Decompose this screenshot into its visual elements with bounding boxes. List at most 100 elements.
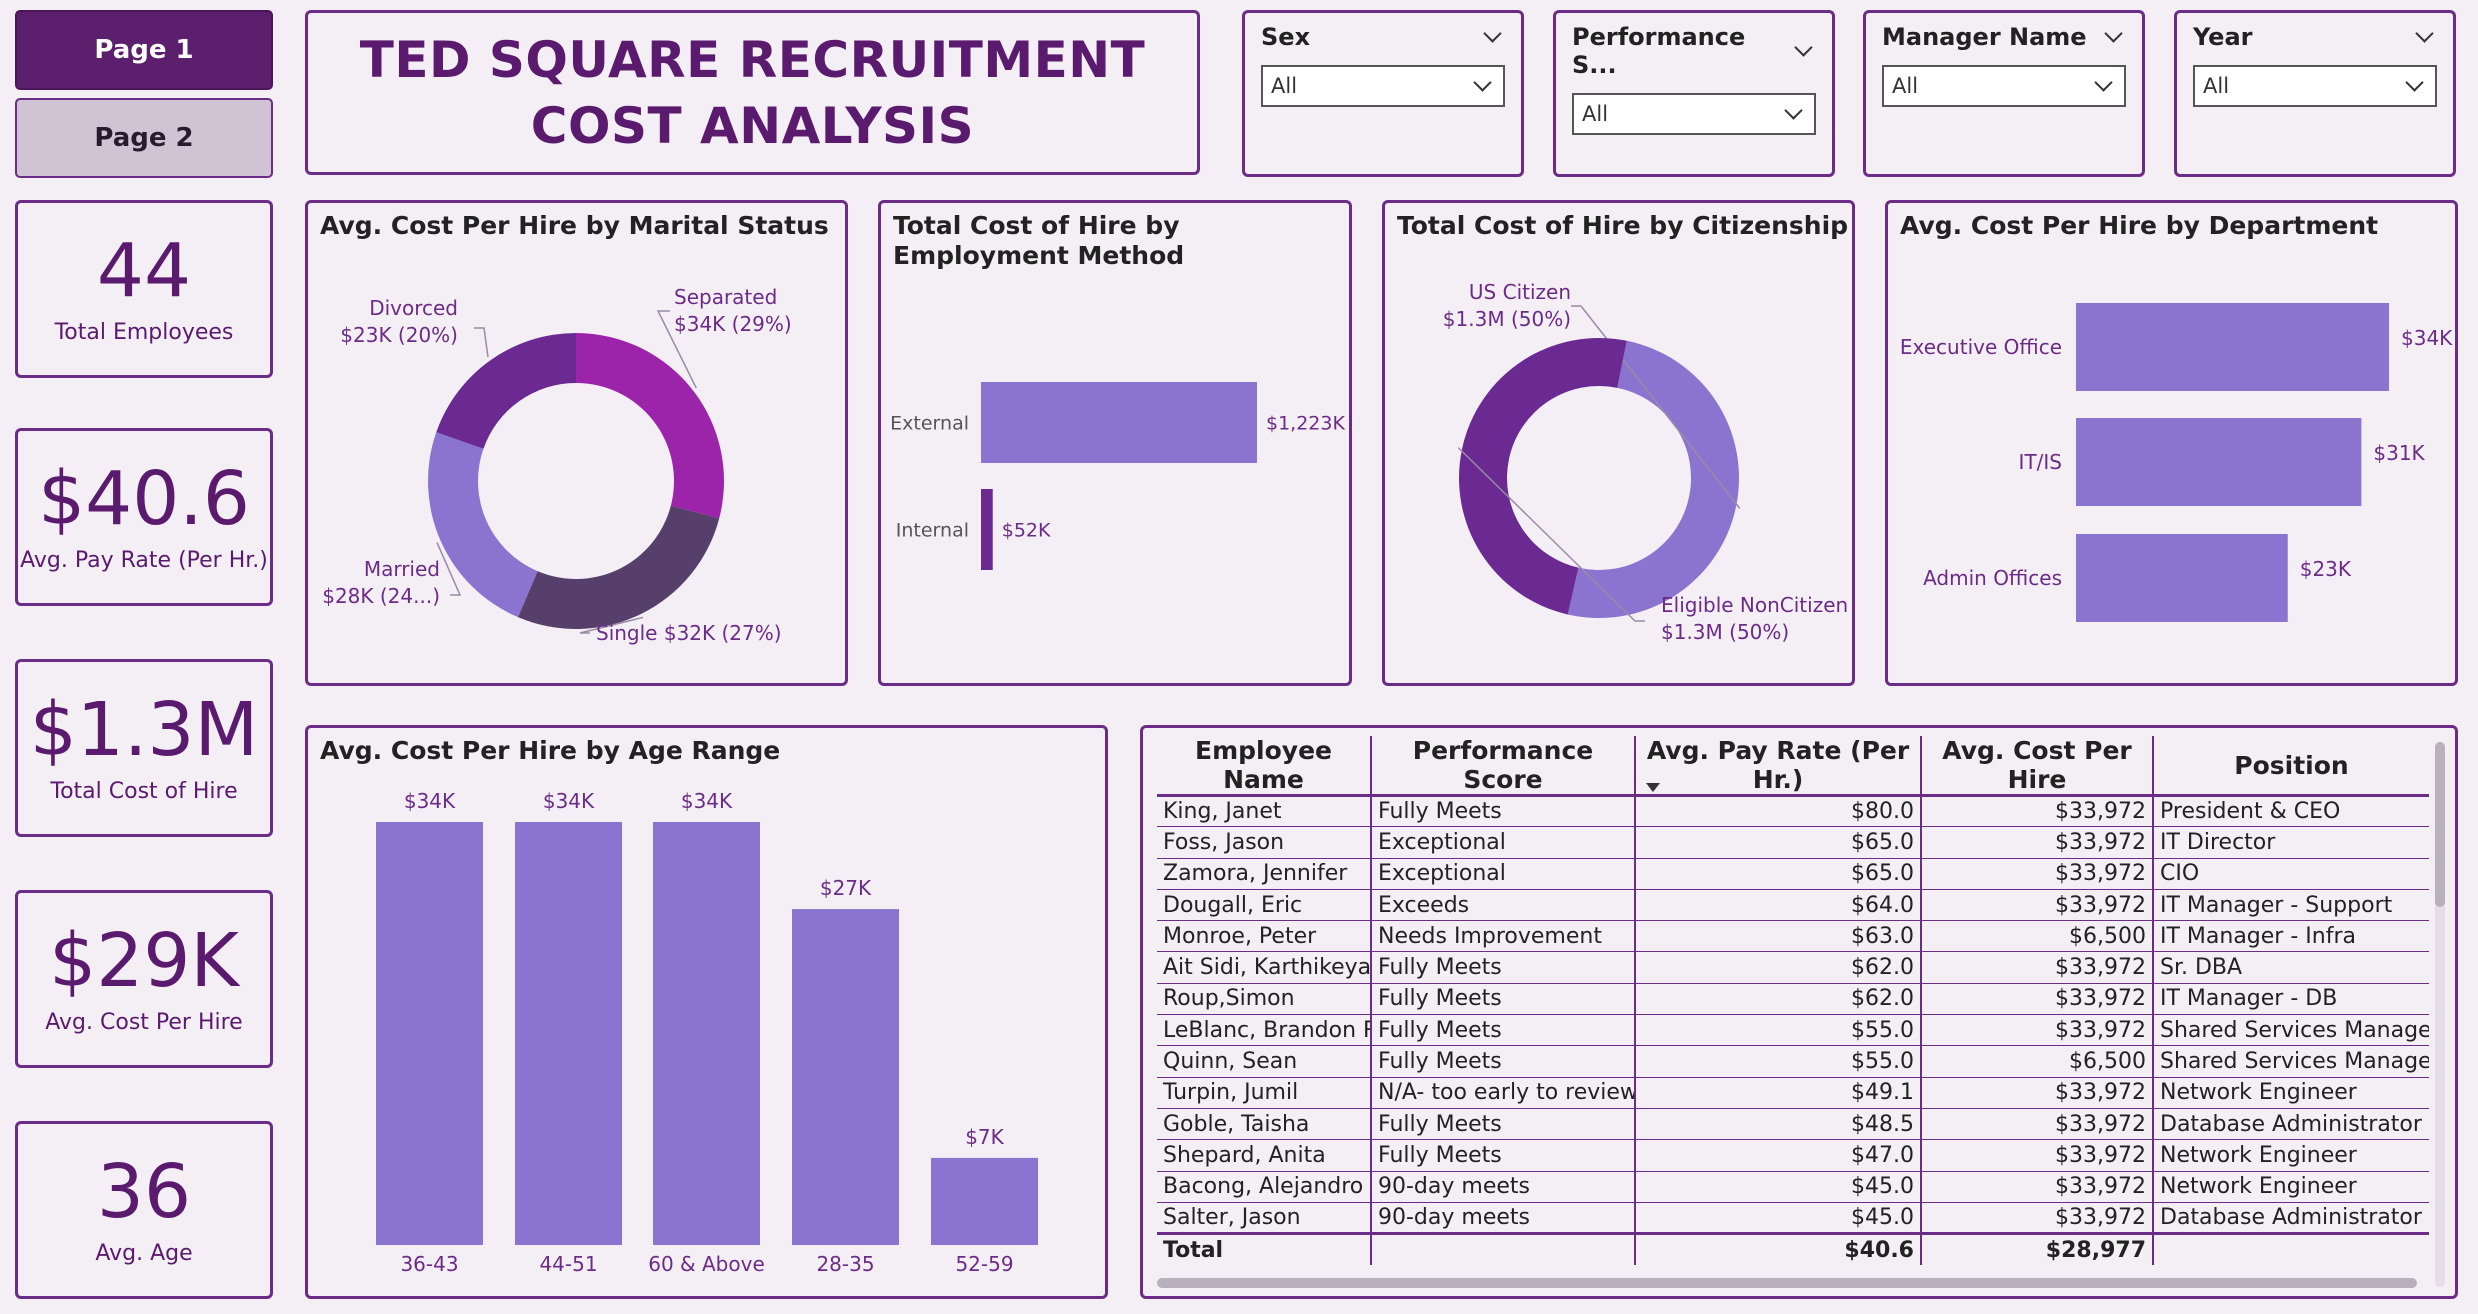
data-label: $31K xyxy=(2373,441,2425,465)
table-cell: Bacong, Alejandro xyxy=(1157,1171,1372,1203)
department-bar-svg: Executive Office $34K IT/IS $31K Admin Offic… xyxy=(1900,303,2453,622)
slice-value-label: $28K (24...) xyxy=(322,584,440,608)
col-header-performance-score[interactable]: Performance Score xyxy=(1371,736,1636,797)
scrollbar-thumb[interactable] xyxy=(2435,742,2445,907)
table-row[interactable]: Bacong, Alejandro 90-day meets $45.0 $33,97… xyxy=(1157,1171,2429,1203)
chevron-down-icon[interactable] xyxy=(2104,23,2123,43)
employee-table-card[interactable]: Employee Name Performance Score Avg. Pay… xyxy=(1140,725,2458,1299)
table-row[interactable]: Salter, Jason 90-day meets $45.0 $33,972 Dat… xyxy=(1157,1202,2429,1235)
table-cell: Database Administrator xyxy=(2153,1108,2429,1141)
bar-executive-office xyxy=(2076,303,2389,391)
table-cell: Ait Sidi, Karthikeyan xyxy=(1157,951,1372,984)
slice-name-label: Married xyxy=(364,557,440,581)
nav-page2-button[interactable]: Page 2 xyxy=(15,98,273,178)
title-line1: TED SQUARE RECRUITMENT xyxy=(359,30,1146,89)
chart-citizenship[interactable]: Total Cost of Hire by Citizenship US Cit… xyxy=(1382,200,1855,686)
chart-employment-method[interactable]: Total Cost of Hire by Employment Method … xyxy=(878,200,1352,686)
slicer-value: All xyxy=(1582,102,1609,126)
chart-marital-status[interactable]: Avg. Cost Per Hire by Marital Status Sep… xyxy=(305,200,848,686)
table-cell: Fully Meets xyxy=(1371,951,1636,984)
col-header-avg-cost-per-hire[interactable]: Avg. Cost Per Hire xyxy=(1921,736,2154,797)
table-header-row: Employee Name Performance Score Avg. Pay… xyxy=(1157,736,2429,797)
table-cell: LeBlanc, Brandon R xyxy=(1157,1014,1372,1047)
kpi-avg-pay-rate: $40.6 Avg. Pay Rate (Per Hr.) xyxy=(15,428,273,606)
chart-age-range[interactable]: Avg. Cost Per Hire by Age Range $34K 36-4… xyxy=(305,725,1108,1299)
title-card: TED SQUARE RECRUITMENT COST ANALYSIS xyxy=(305,10,1200,175)
table-row[interactable]: Monroe, Peter Needs Improvement $63.0 $6,50… xyxy=(1157,920,2429,953)
total-cell xyxy=(1371,1232,1636,1265)
col-header-employee-name[interactable]: Employee Name xyxy=(1157,736,1372,797)
table-cell: Exceeds xyxy=(1371,889,1636,922)
slicer-sex: Sex All xyxy=(1242,10,1524,177)
table-cell: Dougall, Eric xyxy=(1157,889,1372,922)
slicer-dropdown[interactable]: All xyxy=(1882,65,2126,107)
table-cell: $33,972 xyxy=(1921,1171,2154,1203)
table-cell: Foss, Jason xyxy=(1157,826,1372,859)
table-cell: $64.0 xyxy=(1635,889,1922,922)
table-row[interactable]: Goble, Taisha Fully Meets $48.5 $33,972 Data… xyxy=(1157,1108,2429,1141)
chart-department[interactable]: Avg. Cost Per Hire by Department Executi… xyxy=(1885,200,2458,686)
table-cell: $33,972 xyxy=(1921,889,2154,922)
slicer-manager-name: Manager Name All xyxy=(1863,10,2145,177)
table-row[interactable]: Quinn, Sean Fully Meets $55.0 $6,500 Shared … xyxy=(1157,1045,2429,1078)
table-cell: Fully Meets xyxy=(1371,983,1636,1016)
table-row[interactable]: King, Janet Fully Meets $80.0 $33,972 Presid… xyxy=(1157,795,2429,828)
kpi-value: 36 xyxy=(96,1148,192,1235)
kpi-value: $1.3M xyxy=(29,686,259,773)
table-cell: Network Engineer xyxy=(2153,1077,2429,1109)
chart-title: Total Cost of Hire by Citizenship xyxy=(1397,211,1849,240)
slice-value-label: $1.3M (50%) xyxy=(1443,307,1571,331)
table-cell: $33,972 xyxy=(1921,795,2154,828)
donut-slice-married xyxy=(428,432,538,618)
slicer-year: Year All xyxy=(2174,10,2456,177)
table-row[interactable]: Shepard, Anita Fully Meets $47.0 $33,972 Net… xyxy=(1157,1139,2429,1172)
sort-descending-icon xyxy=(1646,783,1660,792)
kpi-avg-age: 36 Avg. Age xyxy=(15,1121,273,1299)
slicer-dropdown[interactable]: All xyxy=(1572,93,1816,135)
table-cell: Monroe, Peter xyxy=(1157,920,1372,953)
leader-line xyxy=(1457,447,1645,622)
bar-age-28-35 xyxy=(792,909,899,1245)
table-horizontal-scrollbar[interactable] xyxy=(1157,1278,2417,1288)
kpi-avg-cost-per-hire: $29K Avg. Cost Per Hire xyxy=(15,890,273,1068)
table-cell: Shepard, Anita xyxy=(1157,1139,1372,1172)
table-row[interactable]: LeBlanc, Brandon R Fully Meets $55.0 $33,97… xyxy=(1157,1014,2429,1047)
age-bar-svg: $34K 36-43 $34K 44-51 $34K 60 & Above $27K 28-3… xyxy=(376,789,1038,1276)
data-label: $52K xyxy=(1002,520,1051,542)
chevron-down-icon[interactable] xyxy=(1483,23,1502,43)
nav-page1-button[interactable]: Page 1 xyxy=(15,10,273,90)
table-row[interactable]: Ait Sidi, Karthikeyan Fully Meets $62.0 $33… xyxy=(1157,951,2429,984)
category-label: External xyxy=(890,413,969,435)
leader-line xyxy=(579,616,644,634)
table-row[interactable]: Foss, Jason Exceptional $65.0 $33,972 IT Dir… xyxy=(1157,826,2429,859)
chevron-down-icon xyxy=(1784,100,1803,120)
col-header-avg-pay-rate[interactable]: Avg. Pay Rate (Per Hr.) xyxy=(1635,736,1922,797)
table-row[interactable]: Zamora, Jennifer Exceptional $65.0 $33,972 C… xyxy=(1157,858,2429,890)
slicer-value: All xyxy=(2203,74,2230,98)
slicer-value: All xyxy=(1892,74,1919,98)
slice-name-label: US Citizen xyxy=(1469,280,1571,304)
total-cell: $28,977 xyxy=(1921,1232,2154,1265)
chevron-down-icon[interactable] xyxy=(2415,23,2434,43)
table-row[interactable]: Roup,Simon Fully Meets $62.0 $33,972 IT Mana… xyxy=(1157,983,2429,1016)
leader-line xyxy=(1571,305,1741,509)
slicer-dropdown[interactable]: All xyxy=(1261,65,1505,107)
bar-it-is xyxy=(2076,418,2362,506)
donut-slice-single xyxy=(517,505,720,629)
table-cell: Salter, Jason xyxy=(1157,1202,1372,1235)
table-cell: $33,972 xyxy=(1921,1139,2154,1172)
table-vertical-scrollbar[interactable] xyxy=(2435,742,2445,1287)
table-cell: Fully Meets xyxy=(1371,1045,1636,1078)
table-cell: 90-day meets xyxy=(1371,1171,1636,1203)
table-cell: IT Manager - DB xyxy=(2153,983,2429,1016)
slicer-dropdown[interactable]: All xyxy=(2193,65,2437,107)
bar-external xyxy=(981,382,1257,463)
table-cell: Fully Meets xyxy=(1371,1014,1636,1047)
category-label: 36-43 xyxy=(400,1252,458,1276)
table-row[interactable]: Turpin, Jumil N/A- too early to review $49… xyxy=(1157,1077,2429,1109)
table-row[interactable]: Dougall, Eric Exceeds $64.0 $33,972 IT Manag… xyxy=(1157,889,2429,922)
table-cell: CIO xyxy=(2153,858,2429,890)
chevron-down-icon[interactable] xyxy=(1794,37,1813,57)
col-header-position[interactable]: Position xyxy=(2153,736,2429,797)
kpi-label: Total Employees xyxy=(54,319,234,345)
